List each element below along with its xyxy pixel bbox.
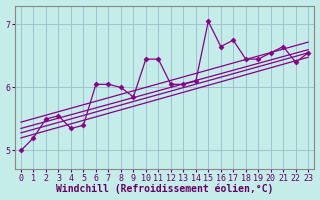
X-axis label: Windchill (Refroidissement éolien,°C): Windchill (Refroidissement éolien,°C): [56, 184, 273, 194]
